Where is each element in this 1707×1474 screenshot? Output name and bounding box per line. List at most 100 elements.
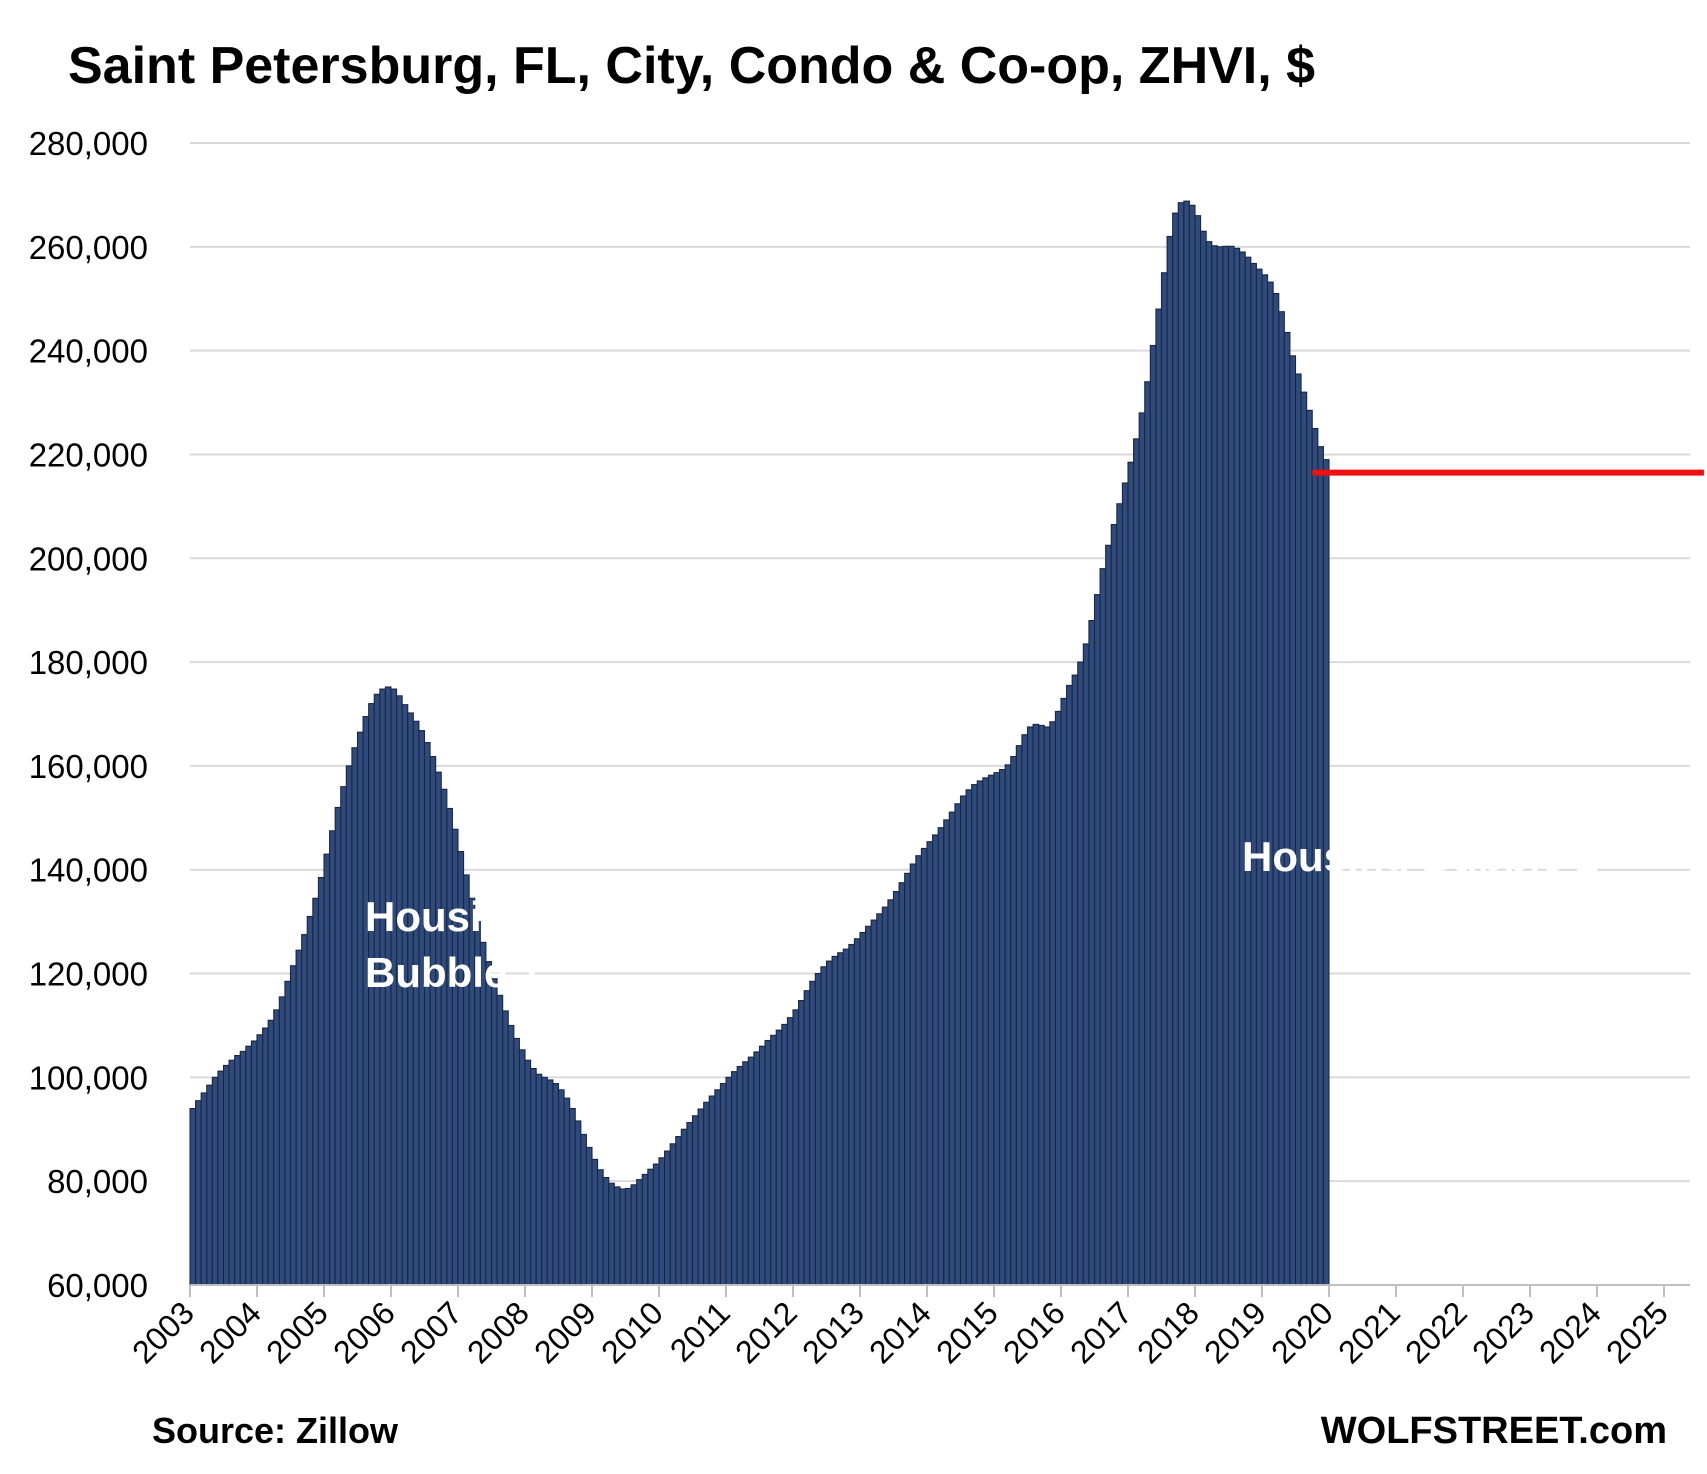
bar (987, 774, 995, 1286)
bar (959, 795, 967, 1286)
bar (239, 1050, 247, 1286)
bar (256, 1034, 264, 1286)
bar (781, 1023, 788, 1286)
bar (301, 934, 308, 1286)
bar (915, 855, 922, 1286)
bar (753, 1051, 761, 1286)
bar (798, 999, 805, 1286)
bar (837, 952, 844, 1286)
bar (1077, 661, 1084, 1286)
bar (1294, 373, 1302, 1286)
bar (1222, 245, 1230, 1286)
bar (323, 853, 331, 1286)
bar (1166, 235, 1174, 1286)
bar (245, 1045, 252, 1286)
bar (267, 1019, 275, 1286)
bar (736, 1065, 744, 1286)
bar (1105, 544, 1112, 1286)
bar (211, 1076, 219, 1286)
y-tick-label: 100,000 (29, 1059, 148, 1096)
bar (831, 955, 839, 1286)
bar (1021, 734, 1029, 1286)
bar (853, 938, 861, 1286)
bar (1082, 643, 1090, 1286)
bar (334, 806, 342, 1286)
bar (976, 780, 984, 1286)
bar (909, 863, 917, 1286)
bar (1144, 381, 1151, 1286)
bar (557, 1089, 565, 1286)
bar (312, 897, 319, 1286)
bar (597, 1169, 604, 1286)
y-tick-label: 160,000 (29, 748, 148, 785)
bar (948, 811, 956, 1286)
bar (1205, 241, 1213, 1286)
bar (407, 712, 414, 1286)
bar (345, 765, 353, 1286)
bar (1272, 292, 1280, 1286)
bar (222, 1064, 230, 1286)
bar (262, 1027, 269, 1286)
y-tick-label: 200,000 (29, 540, 148, 577)
bar (1188, 204, 1196, 1286)
bar (1227, 245, 1235, 1286)
bar (1049, 721, 1056, 1286)
bar (898, 882, 906, 1286)
x-tick-label: 2024 (1532, 1294, 1608, 1370)
bars (189, 200, 1330, 1286)
bar (954, 803, 962, 1286)
x-tick-label: 2010 (594, 1294, 670, 1370)
bar (206, 1084, 213, 1286)
bar (731, 1071, 738, 1286)
gridlines: 60,000 80,000 100,000 120,000 140,000 160,000… (29, 125, 1690, 1304)
bar (859, 931, 867, 1286)
bar (513, 1037, 520, 1286)
bar (1060, 697, 1068, 1286)
bar (1071, 674, 1079, 1286)
bar (1138, 412, 1146, 1286)
bar (552, 1083, 560, 1286)
bar (742, 1061, 749, 1286)
bar (306, 915, 314, 1286)
x-tick-label: 2025 (1599, 1294, 1675, 1370)
bar (591, 1158, 599, 1286)
bar (1121, 482, 1129, 1286)
annotation-label: Housing Bubble 2 (1242, 833, 1599, 880)
bar (1283, 331, 1291, 1286)
bar (546, 1079, 554, 1286)
bar (842, 948, 850, 1286)
y-tick-label: 240,000 (29, 333, 148, 370)
bar (1116, 503, 1123, 1286)
bar (278, 996, 286, 1286)
bar (518, 1049, 526, 1286)
bar (814, 972, 822, 1286)
bar (1155, 308, 1163, 1286)
x-axis: 2003200420052006200720082009201020112012… (125, 1284, 1690, 1370)
bar (580, 1133, 587, 1286)
bar (435, 771, 442, 1286)
bar (652, 1163, 660, 1286)
bar (351, 747, 359, 1286)
bar (340, 786, 347, 1286)
bar (284, 980, 292, 1286)
x-tick-label: 2008 (460, 1294, 536, 1370)
bar (1066, 684, 1073, 1286)
bar (820, 966, 828, 1286)
x-tick-label: 2022 (1398, 1294, 1474, 1370)
bar (585, 1146, 593, 1286)
bar (507, 1024, 515, 1286)
y-tick-label: 80,000 (47, 1163, 148, 1200)
x-tick-label: 2009 (527, 1294, 603, 1370)
bar (234, 1055, 241, 1286)
x-tick-label: 2006 (326, 1294, 402, 1370)
bar (613, 1186, 621, 1286)
y-tick-label: 220,000 (29, 436, 148, 473)
bar (1261, 274, 1269, 1286)
bar (1233, 247, 1241, 1286)
bar (904, 872, 911, 1286)
bar (697, 1108, 705, 1286)
bar (1250, 262, 1257, 1286)
x-tick-label: 2014 (862, 1294, 938, 1370)
bar (870, 919, 878, 1286)
bar (502, 1010, 509, 1286)
